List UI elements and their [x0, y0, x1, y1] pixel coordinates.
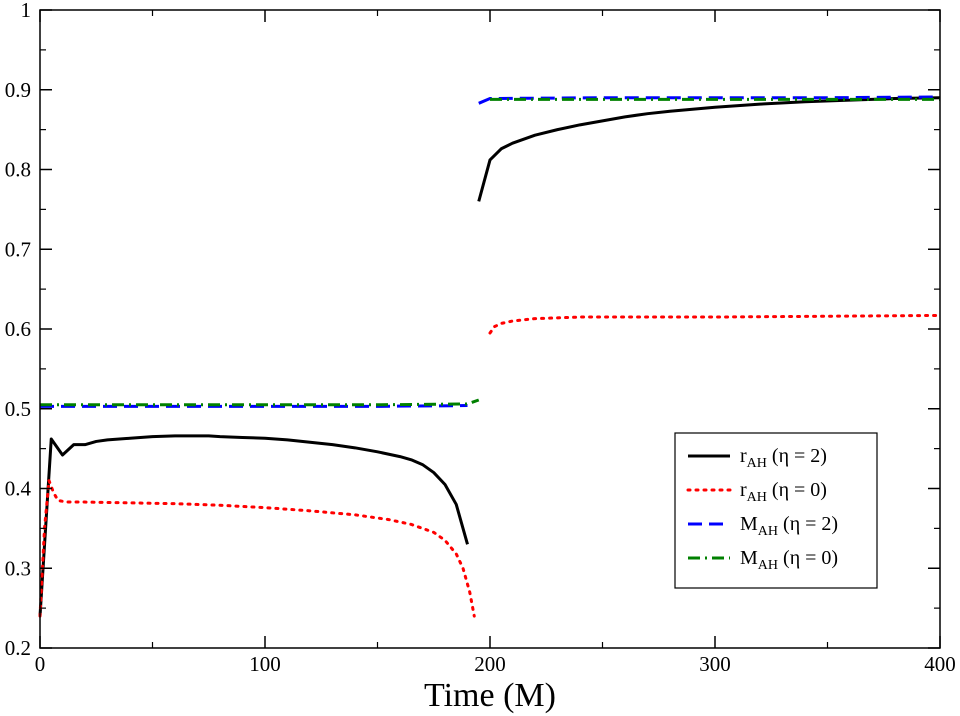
- y-tick-label: 0.3: [5, 556, 31, 580]
- legend-label-4: MAH (η = 0): [740, 547, 838, 573]
- legend: rAH (η = 2) rAH (η = 0) MAH (η = 2) MAH (η …: [674, 432, 878, 589]
- x-tick-label: 400: [924, 652, 956, 676]
- y-tick-label: 1: [21, 0, 32, 22]
- series-line-4-segment-1: [40, 398, 480, 407]
- x-tick-label: 300: [699, 652, 731, 676]
- y-tick-label: 0.7: [5, 237, 31, 261]
- y-tick-label: 0.9: [5, 78, 31, 102]
- y-tick-label: 0.5: [5, 397, 31, 421]
- x-tick-label: 0: [35, 652, 46, 676]
- plot-frame: [39, 9, 941, 649]
- series-line-3-segment-2: [478, 95, 941, 105]
- series-line-1-segment-1: [38, 434, 469, 617]
- ticks-layer: 0 100 200 300 400 0.2 0.3 0.4 0.5 0.6 0.7 0.8 0.9 1: [5, 0, 956, 676]
- legend-label-2: rAH (η = 0): [740, 479, 827, 505]
- x-tick-label: 100: [249, 652, 281, 676]
- y-tick-label: 0.4: [5, 477, 32, 501]
- x-tick-label: 200: [474, 652, 506, 676]
- legend-label-1: rAH (η = 2): [740, 445, 827, 471]
- legend-label-3: MAH (η = 2): [740, 513, 838, 539]
- legend-box: [674, 432, 878, 589]
- legend-entries: rAH (η = 2) rAH (η = 0) MAH (η = 2) MAH (η …: [686, 445, 838, 573]
- series-line-3-segment-1: [40, 404, 468, 408]
- data-layer: [38, 95, 942, 618]
- series-line-1-segment-2: [477, 96, 941, 202]
- series-line-2-segment-2: [488, 313, 942, 335]
- x-axis-title: Time (M): [424, 677, 556, 714]
- y-tick-label: 0.6: [5, 317, 31, 341]
- y-tick-label: 0.2: [5, 636, 31, 660]
- series-line-2-segment-1: [38, 479, 476, 618]
- y-tick-label: 0.8: [5, 158, 31, 182]
